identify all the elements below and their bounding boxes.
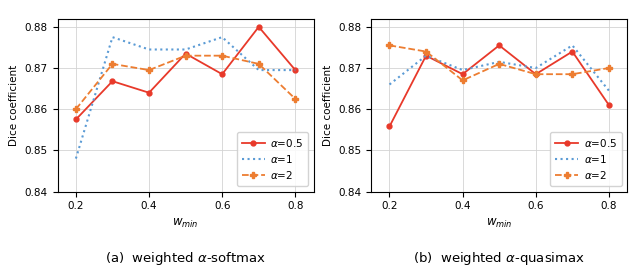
Line: $\alpha$=1: $\alpha$=1 [76,37,295,159]
$\alpha$=1 [422,54,430,57]
$\alpha$=0.5 [291,68,299,72]
$\alpha$=0.5 [218,73,226,76]
$\alpha$=2 [182,54,189,57]
X-axis label: $w_{min}$: $w_{min}$ [172,217,199,230]
$\alpha$=2 [145,68,153,72]
$\alpha$=2 [255,62,262,65]
$\alpha$=2 [109,62,116,65]
$\alpha$=0.5 [386,125,394,128]
Line: $\alpha$=2: $\alpha$=2 [387,43,612,83]
$\alpha$=2 [422,50,430,53]
$\alpha$=1 [605,89,612,92]
$\alpha$=1 [109,36,116,39]
$\alpha$=2 [291,97,299,101]
$\alpha$=2 [568,73,576,76]
$\alpha$=2 [72,107,80,111]
$\alpha$=1 [182,48,189,51]
$\alpha$=1 [72,157,80,160]
Text: (b)  weighted $\alpha$-quasimax: (b) weighted $\alpha$-quasimax [413,250,585,266]
$\alpha$=1 [568,44,576,47]
$\alpha$=1 [386,83,394,86]
$\alpha$=1 [218,36,226,39]
$\alpha$=0.5 [145,91,153,94]
Line: $\alpha$=0.5: $\alpha$=0.5 [74,24,298,122]
Line: $\alpha$=0.5: $\alpha$=0.5 [387,43,611,129]
$\alpha$=0.5 [532,73,540,76]
Legend: $\alpha$=0.5, $\alpha$=1, $\alpha$=2: $\alpha$=0.5, $\alpha$=1, $\alpha$=2 [237,132,308,186]
$\alpha$=1 [532,66,540,70]
Line: $\alpha$=1: $\alpha$=1 [390,45,609,91]
$\alpha$=0.5 [255,25,262,28]
$\alpha$=2 [605,66,612,70]
$\alpha$=1 [459,68,467,72]
Y-axis label: Dice coefficient: Dice coefficient [323,64,333,146]
$\alpha$=0.5 [109,80,116,83]
$\alpha$=0.5 [182,52,189,55]
$\alpha$=0.5 [422,54,430,57]
X-axis label: $w_{min}$: $w_{min}$ [486,217,513,230]
$\alpha$=1 [255,68,262,72]
$\alpha$=2 [218,54,226,57]
$\alpha$=2 [386,44,394,47]
$\alpha$=2 [495,62,503,65]
$\alpha$=1 [495,60,503,63]
Legend: $\alpha$=0.5, $\alpha$=1, $\alpha$=2: $\alpha$=0.5, $\alpha$=1, $\alpha$=2 [550,132,622,186]
$\alpha$=2 [459,79,467,82]
Line: $\alpha$=2: $\alpha$=2 [73,53,298,112]
Y-axis label: Dice coefficient: Dice coefficient [9,64,19,146]
$\alpha$=0.5 [495,44,503,47]
$\alpha$=0.5 [605,103,612,107]
$\alpha$=0.5 [459,73,467,76]
Text: (a)  weighted $\alpha$-softmax: (a) weighted $\alpha$-softmax [105,250,266,266]
$\alpha$=2 [532,73,540,76]
$\alpha$=1 [145,48,153,51]
$\alpha$=1 [291,68,299,72]
$\alpha$=0.5 [568,50,576,53]
$\alpha$=0.5 [72,118,80,121]
